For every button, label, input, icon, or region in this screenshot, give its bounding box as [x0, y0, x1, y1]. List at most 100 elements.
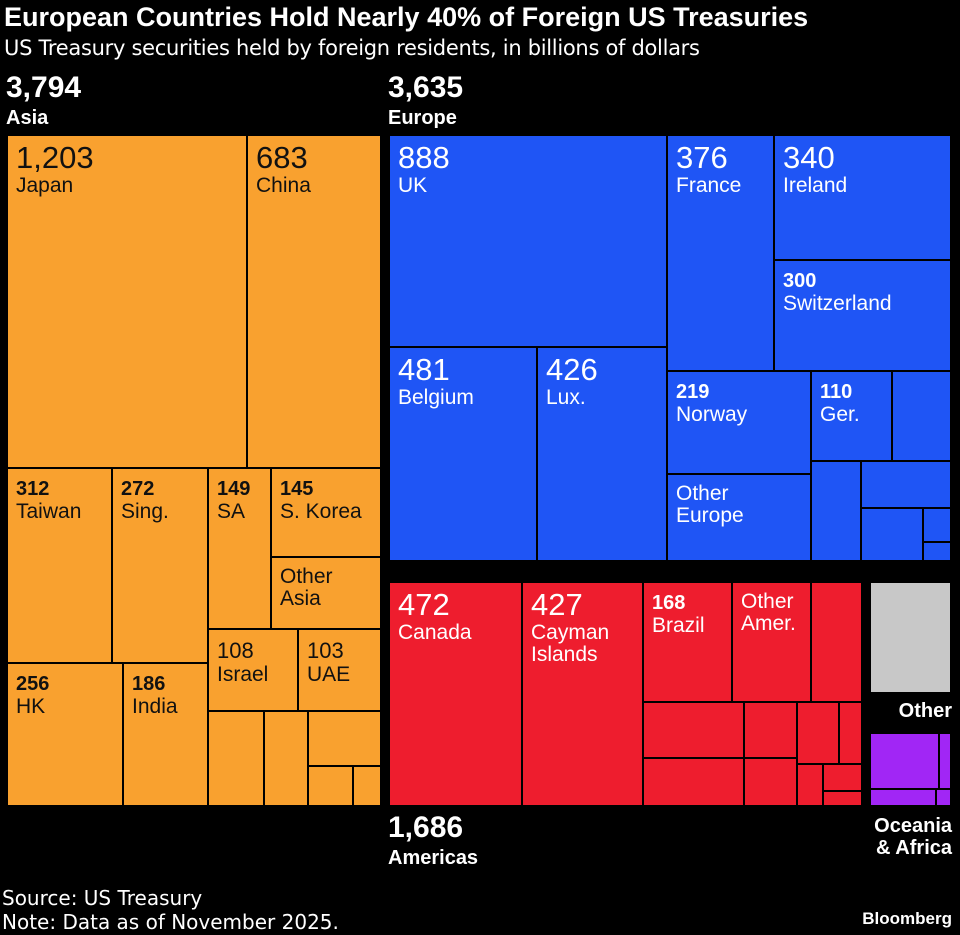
asia-label: Asia — [6, 107, 49, 129]
treemap-cell-hk: 256 HK — [6, 662, 124, 807]
cell-value: 683 — [256, 140, 308, 175]
europe-total: 3,635 — [388, 71, 464, 104]
cell-label: Israel — [217, 663, 269, 686]
cell-label: Ireland — [783, 174, 848, 197]
treemap-cell-unlabeled — [810, 581, 863, 703]
cell-label: China — [256, 174, 311, 197]
treemap-cell-unlabeled — [938, 732, 952, 790]
cell-label: UAE — [307, 663, 351, 686]
cell-label: Other Europe — [676, 482, 744, 528]
treemap-cell-unlabeled — [822, 790, 863, 807]
cell-label: HK — [16, 695, 46, 718]
treemap-cell-unlabeled — [869, 581, 952, 694]
treemap-cell-canada: 472 Canada — [388, 581, 523, 807]
treemap-cell-ireland: 340 Ireland — [773, 134, 952, 261]
americas-label: Americas — [388, 847, 479, 869]
treemap-cell-other-asia: Other Asia — [270, 556, 382, 630]
treemap-cell-unlabeled — [263, 710, 309, 807]
cell-value: 481 — [398, 352, 450, 387]
data-note: Note: Data as of November 2025. — [2, 910, 339, 934]
oceania-africa-label: Oceania & Africa — [874, 815, 952, 859]
treemap-cell-india: 186 India — [122, 662, 209, 807]
bloomberg-logo: Bloomberg — [862, 909, 952, 928]
treemap-cell-unlabeled — [796, 701, 840, 765]
cell-value: 145 — [280, 478, 314, 500]
cell-label: Canada — [398, 621, 472, 644]
treemap-cell-unlabeled — [891, 370, 952, 462]
cell-value: 219 — [676, 381, 710, 403]
treemap-cell-other-amer: Other Amer. — [731, 581, 812, 703]
cell-label: Taiwan — [16, 500, 82, 523]
asia-total: 3,794 — [6, 71, 82, 104]
treemap-cell-unlabeled — [642, 757, 745, 807]
cell-value: 300 — [783, 270, 817, 292]
treemap-cell-unlabeled — [860, 460, 952, 509]
cell-label: Belgium — [398, 386, 474, 409]
treemap-cell-uae: 103 UAE — [297, 628, 382, 712]
cell-label: SA — [217, 500, 246, 523]
cell-value: 256 — [16, 673, 50, 695]
cell-value: 340 — [783, 140, 835, 175]
cell-value: 888 — [398, 140, 450, 175]
treemap-cell-belgium: 481 Belgium — [388, 346, 538, 562]
treemap-cell-unlabeled — [922, 507, 952, 543]
cell-value: 427 — [531, 587, 583, 622]
cell-label: Lux. — [546, 386, 586, 409]
treemap-cell-uk: 888 UK — [388, 134, 668, 348]
treemap-cell-unlabeled — [860, 507, 924, 562]
treemap-cell-unlabeled — [642, 701, 745, 759]
cell-label: UK — [398, 174, 428, 197]
treemap-cell-france: 376 France — [666, 134, 775, 372]
cell-label: India — [132, 695, 178, 718]
other-label: Other — [898, 700, 952, 722]
treemap-cell-norway: 219 Norway — [666, 370, 812, 475]
treemap-cell-sing: 272 Sing. — [111, 467, 209, 664]
treemap-cell-sa: 149 SA — [207, 467, 272, 630]
treemap-cell-unlabeled — [307, 765, 354, 807]
treemap-cell-china: 683 China — [246, 134, 382, 469]
cell-value: 168 — [652, 592, 686, 614]
treemap-cell-unlabeled — [810, 460, 862, 562]
cell-value: 110 — [820, 381, 853, 403]
chart-title: European Countries Hold Nearly 40% of Fo… — [4, 2, 809, 32]
cell-value: 149 — [217, 478, 251, 500]
americas-total: 1,686 — [388, 811, 464, 844]
treemap-cell-unlabeled — [743, 757, 798, 807]
cell-value: 376 — [676, 140, 728, 175]
cell-value: 472 — [398, 587, 450, 622]
source-note: Source: US Treasury — [2, 886, 203, 910]
cell-label: Other Amer. — [741, 590, 796, 636]
treemap-cell-other-europe: Other Europe — [666, 473, 812, 562]
treemap-cell-taiwan: 312 Taiwan — [6, 467, 113, 664]
cell-label: Norway — [676, 403, 748, 426]
treemap-cell-brazil: 168 Brazil — [642, 581, 733, 703]
treemap-cell-unlabeled — [838, 701, 863, 765]
cell-value: 108 — [217, 638, 254, 663]
treemap-cell-unlabeled — [307, 710, 382, 767]
treemap-cell-lux: 426 Lux. — [536, 346, 668, 562]
cell-label: Switzerland — [783, 292, 892, 315]
treemap-cell-unlabeled — [796, 763, 824, 807]
treemap-cell-unlabeled — [922, 541, 952, 562]
europe-label: Europe — [388, 107, 457, 129]
cell-label: Ger. — [820, 403, 860, 426]
cell-label: Sing. — [121, 500, 169, 523]
cell-label: Brazil — [652, 614, 705, 637]
cell-value: 312 — [16, 478, 50, 500]
treemap-cell-ger: 110 Ger. — [810, 370, 893, 462]
cell-value: 103 — [307, 638, 344, 663]
cell-value: 1,203 — [16, 140, 94, 175]
cell-label: Other Asia — [280, 565, 333, 611]
treemap-cell-japan: 1,203 Japan — [6, 134, 248, 469]
treemap-cell-unlabeled — [352, 765, 382, 807]
cell-label: Japan — [16, 174, 74, 197]
treemap-cell-cayman-islands: 427 Cayman Islands — [521, 581, 644, 807]
cell-value: 272 — [121, 478, 155, 500]
treemap-cell-unlabeled — [869, 788, 937, 807]
cell-value: 186 — [132, 673, 166, 695]
treemap-cell-unlabeled — [743, 701, 798, 759]
cell-value: 426 — [546, 352, 598, 387]
treemap-cell-israel: 108 Israel — [207, 628, 299, 712]
treemap-cell-unlabeled — [869, 732, 940, 790]
treemap-cell-s-korea: 145 S. Korea — [270, 467, 382, 558]
